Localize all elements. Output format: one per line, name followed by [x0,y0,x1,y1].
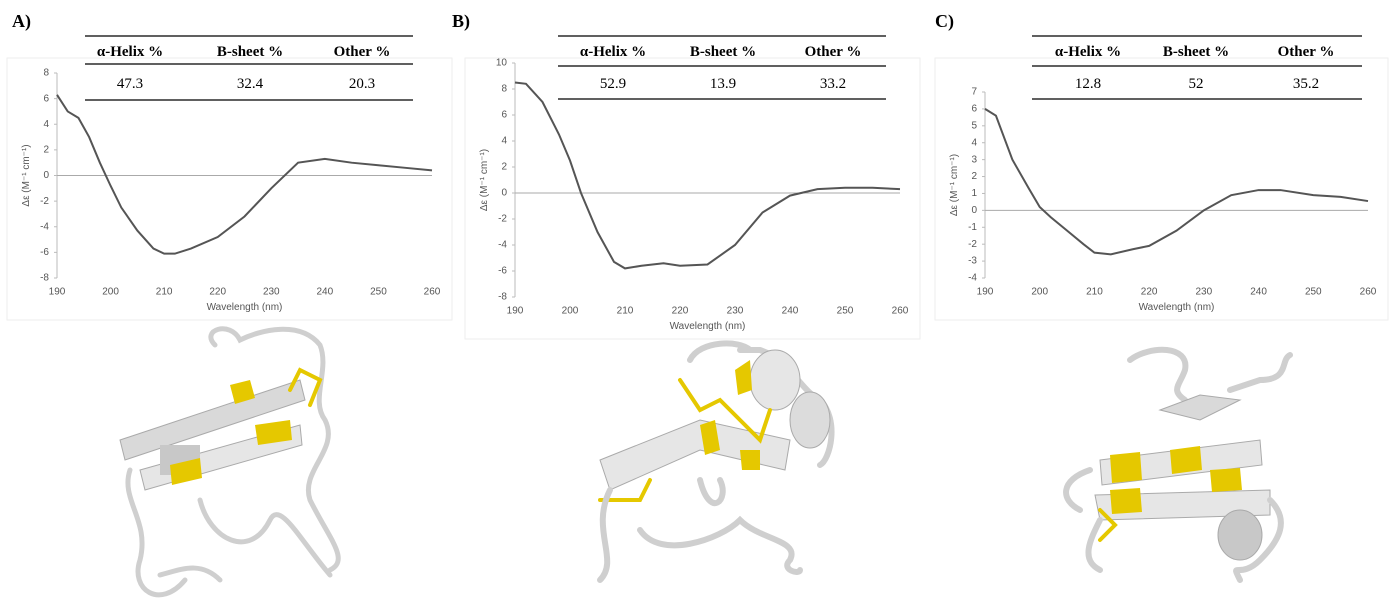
x-tick-label: 250 [1305,287,1322,298]
y-tick-label: -4 [498,240,507,251]
y-tick-label: -8 [40,273,49,284]
y-tick-label: -2 [498,214,507,225]
figure: A)-8-6-4-202468190200210220230240250260W… [0,0,1391,609]
y-tick-label: 3 [971,154,977,165]
table-cell: 52 [1189,76,1204,92]
cd-curve [515,83,900,269]
y-tick-label: -6 [40,247,49,258]
y-tick-label: 1 [971,188,977,199]
panel-label: A) [12,11,31,32]
table-header: α-Helix % [580,44,646,60]
y-tick-label: 8 [43,68,49,79]
x-tick-label: 260 [1360,287,1377,298]
y-tick-label: 8 [501,84,507,95]
y-tick-label: -4 [968,273,977,284]
x-tick-label: 260 [424,287,441,298]
y-tick-label: -8 [498,292,507,303]
x-tick-label: 220 [672,306,689,317]
table-header: α-Helix % [1055,44,1121,60]
table-header: Other % [805,44,862,60]
x-tick-label: 230 [727,306,744,317]
x-tick-label: 190 [977,287,994,298]
x-tick-label: 250 [370,287,387,298]
x-axis-label: Wavelength (nm) [1139,302,1215,313]
y-tick-label: 4 [43,119,49,130]
y-tick-label: 2 [501,162,507,173]
table-cell: 35.2 [1293,76,1319,92]
x-tick-label: 230 [263,287,280,298]
y-axis-label: Δε (M⁻¹ cm⁻¹) [21,144,32,206]
y-tick-label: 6 [501,110,507,121]
y-tick-label: 4 [501,136,507,147]
y-tick-label: 4 [971,137,977,148]
panel-label: C) [935,11,954,32]
y-tick-label: 7 [971,87,977,98]
y-axis-label: Δε (M⁻¹ cm⁻¹) [949,154,960,216]
x-tick-label: 190 [507,306,524,317]
y-tick-label: -3 [968,256,977,267]
x-axis-label: Wavelength (nm) [670,321,746,332]
y-tick-label: -1 [968,222,977,233]
table-cell: 52.9 [600,76,626,92]
x-tick-label: 200 [562,306,579,317]
protein-b [600,343,832,580]
x-tick-label: 220 [209,287,226,298]
x-tick-label: 240 [1250,287,1267,298]
x-tick-label: 200 [102,287,119,298]
table-header: B-sheet % [217,44,283,60]
x-tick-label: 210 [1086,287,1103,298]
table-cell: 32.4 [237,76,264,92]
protein-a [120,329,338,595]
x-tick-label: 210 [617,306,634,317]
y-tick-label: 5 [971,120,977,131]
y-axis-label: Δε (M⁻¹ cm⁻¹) [479,149,490,211]
y-tick-label: 2 [971,171,977,182]
y-tick-label: 2 [43,145,49,156]
y-tick-label: -2 [40,196,49,207]
y-tick-label: 10 [496,58,508,69]
table-cell: 12.8 [1075,76,1101,92]
table-header: α-Helix % [97,44,163,60]
panel-label: B) [452,11,470,32]
table-header: Other % [1278,44,1335,60]
x-tick-label: 190 [49,287,66,298]
y-tick-label: -6 [498,266,507,277]
table-header: B-sheet % [690,44,756,60]
cd-curve [985,109,1368,254]
y-tick-label: 6 [971,104,977,115]
chart-frame [7,58,452,320]
x-tick-label: 250 [837,306,854,317]
table-cell: 47.3 [117,76,143,92]
x-tick-label: 260 [892,306,909,317]
table-cell: 20.3 [349,76,375,92]
x-tick-label: 220 [1141,287,1158,298]
x-tick-label: 240 [782,306,799,317]
x-axis-label: Wavelength (nm) [207,302,283,313]
x-tick-label: 230 [1196,287,1213,298]
x-tick-label: 240 [317,287,334,298]
y-tick-label: 0 [501,188,507,199]
table-cell: 33.2 [820,76,846,92]
cd-curve [57,95,432,254]
x-tick-label: 210 [156,287,173,298]
chart-frame [465,58,920,339]
table-cell: 13.9 [710,76,736,92]
y-tick-label: 6 [43,93,49,104]
x-tick-label: 200 [1031,287,1048,298]
table-header: B-sheet % [1163,44,1229,60]
chart-frame [935,58,1388,320]
y-tick-label: -4 [40,221,49,232]
y-tick-label: -2 [968,239,977,250]
y-tick-label: 0 [971,205,977,216]
table-header: Other % [334,44,391,60]
y-tick-label: 0 [43,170,49,181]
protein-c [1066,350,1290,580]
